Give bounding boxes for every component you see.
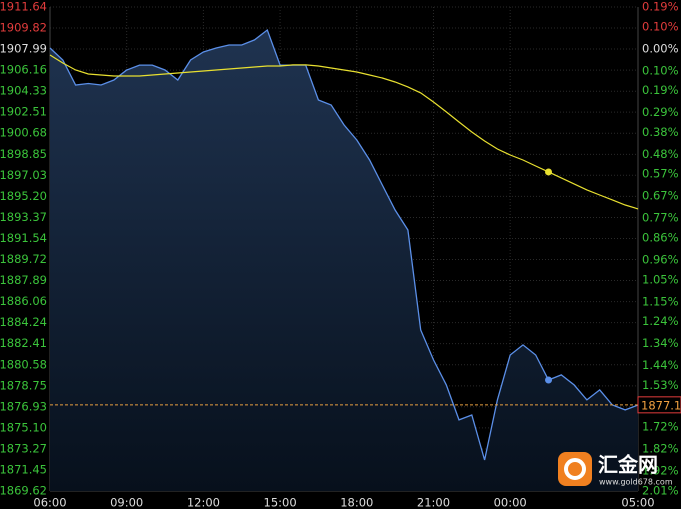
y2-tick-label: 1.24% (642, 314, 679, 328)
y2-tick-label: 0.10% (642, 19, 679, 33)
y-tick-label: 1902.51 (0, 105, 47, 119)
y2-tick-label: 1.72% (642, 420, 679, 434)
y2-tick-label: 0.57% (642, 167, 679, 181)
line (49, 28, 639, 461)
line (49, 54, 639, 210)
y2-tick-label: 1.53% (642, 378, 679, 392)
y-tick-label: 1882.41 (0, 336, 47, 350)
x-tick-label: 06:00 (33, 496, 66, 509)
y2-tick-label: 1.44% (642, 358, 679, 372)
x-tick-label: 18:00 (340, 496, 373, 509)
y2-tick-label: 0.19% (642, 83, 679, 97)
y-tick-label: 1900.68 (0, 126, 47, 140)
y2-tick-label: 0.48% (642, 147, 679, 161)
x-tick-label: 12:00 (187, 496, 220, 509)
x-tick-label: 21:00 (417, 496, 450, 509)
y2-tick-label: 0.67% (642, 189, 679, 203)
y2-tick-label: 1.15% (642, 294, 679, 308)
y2-tick-label: 1.34% (642, 336, 679, 350)
y-tick-label: 1893.37 (0, 210, 47, 224)
y-tick-label: 1871.45 (0, 462, 47, 476)
current-price-label: 1877.1 (641, 398, 681, 412)
y-tick-label: 1880.58 (0, 357, 47, 371)
logo-mark (564, 458, 586, 480)
y-tick-label: 1886.06 (0, 294, 47, 308)
y-tick-label: 1869.62 (0, 484, 47, 498)
y2-tick-label: 0.19% (642, 0, 679, 14)
y2-tick-label: 0.10% (642, 63, 679, 77)
point-marker (545, 376, 553, 384)
y-tick-label: 1904.33 (0, 84, 47, 98)
y-tick-label: 1875.10 (0, 420, 47, 434)
y-tick-label: 1906.16 (0, 63, 47, 77)
y-tick-label: 1889.72 (0, 252, 47, 266)
x-tick-label: 00:00 (494, 496, 527, 509)
y-tick-label: 1878.75 (0, 378, 47, 392)
current-price-box (637, 396, 681, 414)
y2-tick-label: 2.01% (642, 484, 679, 498)
x-tick-label: 15:00 (264, 496, 297, 509)
y-tick-label: 1884.24 (0, 315, 47, 329)
y-tick-label: 1891.54 (0, 231, 47, 245)
x-tick-label: 05:00 (621, 496, 654, 509)
watermark-name: 汇金网 (598, 453, 658, 477)
y2-tick-label: 0.77% (642, 211, 679, 225)
y2-tick-label: 1.92% (642, 464, 679, 478)
x-tick-label: 09:00 (110, 496, 143, 509)
y2-tick-label: 0.96% (642, 253, 679, 267)
logo (558, 452, 592, 486)
y2-tick-label: 0.00% (642, 41, 679, 55)
y-tick-label: 1911.64 (0, 0, 47, 14)
y-tick-label: 1876.93 (0, 399, 47, 413)
point-marker (545, 168, 553, 176)
watermark: 汇金网 www.gold678.com (558, 452, 673, 487)
y2-tick-label: 0.86% (642, 231, 679, 245)
y-tick-label: 1887.89 (0, 273, 47, 287)
y2-tick-label: 1.82% (642, 442, 679, 456)
watermark-url: www.gold678.com (599, 478, 673, 487)
y-tick-label: 1909.82 (0, 20, 47, 34)
y-tick-label: 1897.03 (0, 168, 47, 182)
y-tick-label: 1907.99 (0, 42, 47, 56)
y2-tick-label: 0.38% (642, 125, 679, 139)
y-tick-label: 1873.27 (0, 441, 47, 455)
y-tick-label: 1895.20 (0, 189, 47, 203)
y2-tick-label: 0.29% (642, 105, 679, 119)
area (50, 30, 638, 491)
y2-tick-label: 1.05% (642, 272, 679, 286)
y-tick-label: 1898.85 (0, 147, 47, 161)
